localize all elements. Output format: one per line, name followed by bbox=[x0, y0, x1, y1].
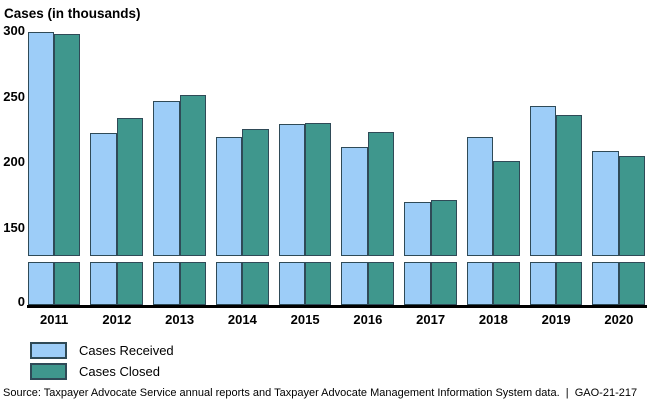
x-axis-tick-label: 2014 bbox=[227, 312, 257, 327]
y-axis-tick-label: 300 bbox=[3, 23, 25, 38]
y-axis-tick-label: 200 bbox=[3, 154, 25, 170]
chart-title: Cases (in thousands) bbox=[4, 6, 141, 21]
bar-2016-received-upper bbox=[341, 146, 368, 257]
bar-2011-closed-upper bbox=[54, 33, 81, 257]
bar-2013-closed-upper bbox=[179, 95, 206, 257]
legend: Cases Received Cases Closed bbox=[30, 342, 174, 384]
source-note: Source: Taxpayer Advocate Service annual… bbox=[3, 387, 638, 399]
x-axis-tick-label: 2017 bbox=[416, 312, 446, 327]
bar-2019-closed-stub bbox=[556, 261, 583, 305]
bar-2014-received-stub bbox=[215, 261, 243, 305]
bar-2016-closed-upper bbox=[367, 132, 395, 257]
legend-label-cases-received: Cases Received bbox=[79, 343, 174, 358]
bar-2019-received-stub bbox=[529, 261, 557, 305]
legend-item-cases-received: Cases Received bbox=[30, 342, 174, 359]
bar-2012-closed-upper bbox=[116, 117, 144, 257]
x-axis-tick-label: 2019 bbox=[541, 312, 571, 327]
y-axis-tick-label: 0 bbox=[17, 294, 25, 309]
bar-2016-received-stub bbox=[341, 261, 368, 305]
legend-item-cases-closed: Cases Closed bbox=[30, 363, 174, 380]
bar-2015-closed-stub bbox=[305, 261, 332, 305]
bar-2019-closed-upper bbox=[556, 115, 583, 257]
x-axis-tick-label: 2020 bbox=[604, 312, 634, 327]
x-axis-tick-label: 2013 bbox=[165, 312, 195, 327]
bar-2020-received-stub bbox=[592, 261, 619, 305]
x-axis-tick-label: 2018 bbox=[478, 312, 508, 327]
cases-closed-swatch bbox=[30, 363, 67, 380]
bar-2019-received-upper bbox=[529, 105, 557, 257]
bar-2018-received-upper bbox=[466, 137, 494, 257]
x-axis-tick-label: 2015 bbox=[290, 312, 320, 327]
x-axis-tick-label: 2011 bbox=[39, 312, 69, 327]
bar-2012-closed-stub bbox=[116, 261, 144, 305]
x-axis-tick-label: 2012 bbox=[102, 312, 132, 327]
bar-2012-received-stub bbox=[90, 261, 117, 305]
legend-label-cases-closed: Cases Closed bbox=[79, 364, 160, 379]
bar-2013-received-upper bbox=[153, 100, 180, 257]
bar-2017-closed-stub bbox=[430, 261, 457, 305]
bar-2013-closed-stub bbox=[179, 261, 206, 305]
bar-2017-closed-upper bbox=[430, 200, 457, 257]
bar-2016-closed-stub bbox=[367, 261, 395, 305]
bar-2014-closed-stub bbox=[242, 261, 269, 305]
bar-2018-received-stub bbox=[466, 261, 494, 305]
bar-2017-received-upper bbox=[404, 201, 431, 257]
cases-received-swatch bbox=[30, 342, 67, 359]
bar-2011-closed-stub bbox=[54, 261, 81, 305]
bar-2018-closed-upper bbox=[493, 161, 520, 257]
bar-2011-received-upper bbox=[27, 32, 55, 257]
bar-2017-received-stub bbox=[404, 261, 431, 305]
bar-2014-closed-upper bbox=[242, 129, 269, 257]
bar-2011-received-stub bbox=[27, 261, 55, 305]
x-axis-baseline bbox=[27, 305, 647, 308]
bar-2020-received-upper bbox=[592, 150, 619, 257]
x-axis-tick-label: 2016 bbox=[353, 312, 383, 327]
y-axis-tick-label: 250 bbox=[3, 88, 25, 104]
bar-2015-received-stub bbox=[278, 261, 306, 305]
bar-2014-received-upper bbox=[215, 137, 243, 257]
bar-2018-closed-stub bbox=[493, 261, 520, 305]
bar-2020-closed-stub bbox=[618, 261, 646, 305]
bar-2012-received-upper bbox=[90, 133, 117, 257]
y-axis-tick-label: 150 bbox=[3, 219, 25, 235]
bar-2020-closed-upper bbox=[618, 155, 646, 257]
bar-2015-closed-upper bbox=[305, 122, 332, 257]
bar-2015-received-upper bbox=[278, 124, 306, 257]
bar-2013-received-stub bbox=[153, 261, 180, 305]
